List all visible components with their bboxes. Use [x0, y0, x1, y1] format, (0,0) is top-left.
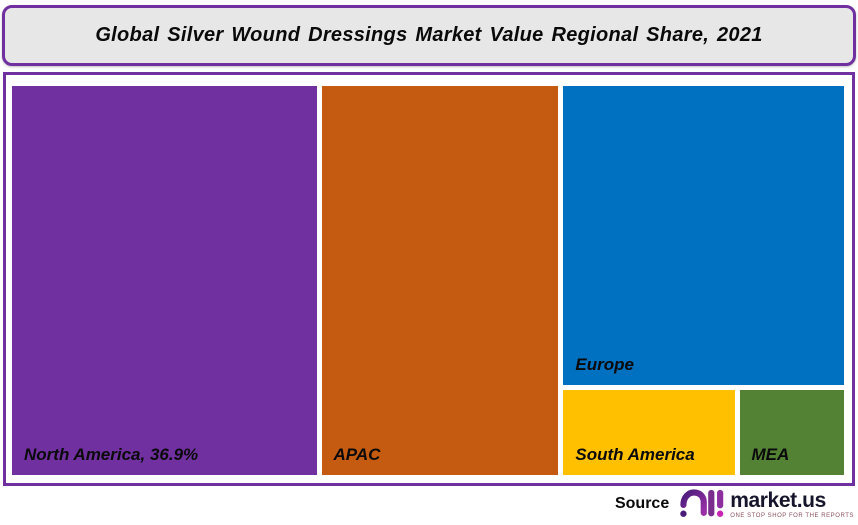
chart-title: Global Silver Wound Dressings Market Val… [95, 24, 763, 46]
treemap-frame: North America, 36.9% APAC Europe South A… [3, 72, 855, 486]
treemap-cell-europe: Europe [563, 86, 844, 385]
treemap-label-europe: Europe [575, 354, 634, 374]
treemap-bottom-row: South America MEA [563, 389, 844, 475]
treemap-label-mea: MEA [751, 445, 790, 464]
treemap-cell-north-america: North America, 36.9% [12, 86, 317, 475]
treemap-right-column: Europe South America MEA [563, 86, 844, 475]
marketus-logo: market.us ONE STOP SHOP FOR THE REPORTS [679, 488, 854, 520]
marketus-logo-text: market.us [730, 488, 826, 512]
marketus-logo-icon [680, 489, 724, 517]
source-row: Source market.us ONE STOP SHOP FOR THE R… [615, 486, 854, 522]
treemap: North America, 36.9% APAC Europe South A… [12, 86, 844, 475]
source-label: Source [614, 495, 670, 512]
marketus-logo-tagline: ONE STOP SHOP FOR THE REPORTS [730, 512, 854, 519]
treemap-cell-south-america: South America [563, 389, 735, 475]
treemap-label-north-america: North America, 36.9% [24, 445, 199, 464]
chart-title-box: Global Silver Wound Dressings Market Val… [2, 5, 856, 66]
treemap-cell-mea: MEA [739, 389, 844, 475]
treemap-label-south-america: South America [575, 445, 695, 464]
treemap-label-apac: APAC [333, 445, 381, 464]
treemap-cell-apac: APAC [321, 86, 559, 475]
